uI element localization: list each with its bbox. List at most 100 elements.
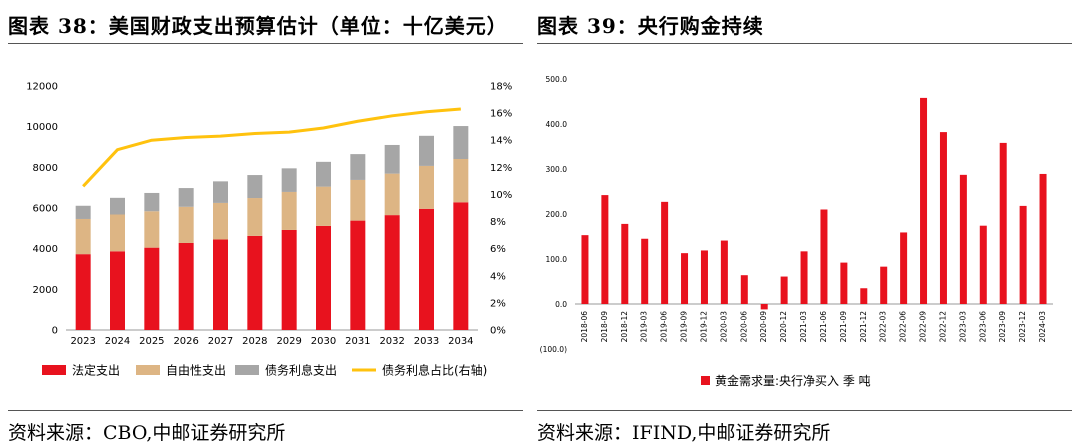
right-axis-tick-label: 6%: [490, 244, 506, 255]
bar-segment-2: [384, 173, 400, 216]
right-axis-tick-label: 10%: [490, 190, 512, 201]
left-y-tick-label: 8000: [33, 163, 58, 174]
x-tick-label: 2028: [242, 336, 267, 347]
bar-segment-2: [419, 165, 434, 209]
bar-segment-1: [316, 225, 331, 330]
legend-label: 黄金需求量:央行净买入 季 吨: [715, 373, 871, 388]
right-y-tick-label: 0.0: [555, 300, 567, 309]
x-tick-label: 2031: [345, 336, 370, 347]
x-tick-label: 2026: [173, 336, 198, 347]
bar-segment-1: [350, 220, 366, 330]
right-source-rule: [537, 410, 1072, 411]
gold-purchase-bar: [900, 232, 908, 304]
gold-purchase-bar: [581, 235, 589, 304]
right-y-tick-label: 100.0: [546, 255, 568, 264]
bar-segment-3: [281, 168, 297, 192]
bar-segment-1: [178, 242, 194, 330]
bar-segment-1: [213, 239, 228, 330]
bar-segment-1: [247, 235, 263, 330]
x-tick-label: 2018-09: [600, 311, 609, 343]
legend-swatch: [701, 376, 710, 385]
gold-purchase-bar: [740, 275, 748, 304]
right-chart-source: 资料来源：IFIND,中邮证券研究所: [537, 422, 831, 444]
bar-segment-3: [247, 175, 263, 199]
x-tick-label: 2021-09: [839, 311, 848, 343]
x-tick-label: 2034: [448, 336, 473, 347]
x-tick-label: 2027: [208, 336, 233, 347]
bar-segment-2: [316, 186, 331, 226]
left-y-tick-label: 6000: [33, 204, 58, 215]
bar-segment-3: [316, 161, 331, 187]
bar-segment-2: [75, 218, 91, 255]
bar-segment-3: [453, 126, 469, 159]
bar-segment-3: [110, 197, 125, 215]
left-chart-title: 图表 38：美国财政支出预算估计（单位：十亿美元）: [8, 14, 508, 38]
gold-purchase-bar: [800, 251, 808, 304]
bar-segment-2: [110, 214, 125, 252]
gold-purchase-bar: [979, 225, 987, 304]
legend-label: 法定支出: [72, 363, 120, 378]
gold-purchase-bar: [860, 288, 868, 304]
bar-segment-2: [213, 202, 228, 240]
left-y-tick-label: 4000: [33, 244, 58, 255]
bar-segment-2: [453, 158, 469, 203]
x-tick-label: 2022-03: [879, 311, 888, 343]
right-axis-tick-label: 2%: [490, 298, 506, 309]
gold-purchase-bar: [1019, 205, 1027, 304]
gold-purchase-bar: [939, 132, 947, 304]
x-tick-label: 2020-09: [759, 311, 768, 343]
x-tick-label: 2021-03: [799, 311, 808, 343]
legend-label: 自由性支出: [166, 364, 226, 378]
x-tick-label: 2024: [105, 336, 130, 347]
x-tick-label: 2018-12: [620, 311, 629, 343]
bar-segment-1: [75, 254, 91, 330]
bar-segment-3: [419, 135, 434, 166]
left-y-tick-label: 12000: [26, 82, 58, 93]
bar-segment-3: [144, 192, 160, 212]
x-tick-label: 2030: [311, 336, 336, 347]
right-axis-tick-label: 14%: [490, 136, 512, 147]
x-tick-label: 2019-03: [640, 311, 649, 343]
gold-purchase-bar: [681, 253, 689, 304]
x-tick-label: 2023-09: [998, 311, 1007, 343]
x-tick-label: 2020-12: [779, 311, 788, 343]
right-y-tick-label: (100.0): [540, 345, 567, 354]
left-chart-source: 资料来源：CBO,中邮证券研究所: [8, 422, 286, 444]
x-tick-label: 2020-03: [719, 311, 728, 343]
x-tick-label: 2020-06: [739, 311, 748, 343]
bar-segment-3: [75, 205, 91, 219]
bar-segment-1: [110, 251, 125, 330]
left-title-rule: [8, 43, 523, 44]
x-tick-label: 2021-12: [859, 311, 868, 343]
gold-purchase-bar: [700, 250, 708, 304]
right-y-tick-label: 200.0: [546, 210, 568, 219]
legend-label: 债务利息占比(右轴): [382, 363, 487, 378]
gold-purchase-bar: [601, 195, 609, 304]
gold-purchase-bar: [780, 276, 788, 304]
bar-segment-3: [178, 188, 194, 207]
x-tick-label: 2022-06: [899, 311, 908, 343]
gold-purchase-bar: [720, 240, 728, 304]
gold-purchase-bar: [999, 142, 1007, 304]
legend-swatch: [42, 365, 66, 375]
left-y-tick-label: 10000: [26, 122, 58, 133]
right-y-tick-label: 400.0: [546, 120, 568, 129]
bar-segment-2: [144, 211, 160, 248]
gold-purchase-bar: [641, 238, 649, 304]
bar-segment-2: [247, 198, 263, 236]
gold-purchase-bar: [661, 201, 669, 304]
x-tick-label: 2018-06: [580, 311, 589, 343]
right-chart-title: 图表 39：央行购金持续: [537, 14, 764, 38]
gold-purchase-bar: [621, 223, 629, 304]
x-tick-label: 2022-09: [919, 311, 928, 343]
gold-purchase-bar: [840, 262, 848, 304]
bar-segment-1: [419, 208, 434, 330]
x-tick-label: 2023-12: [1018, 311, 1027, 343]
left-y-tick-label: 2000: [33, 285, 58, 296]
right-title-rule: [537, 43, 1072, 44]
right-axis-tick-label: 8%: [490, 217, 506, 228]
bar-segment-3: [213, 181, 228, 203]
right-axis-tick-label: 4%: [490, 271, 506, 282]
x-tick-label: 2023-03: [958, 311, 967, 343]
right-y-tick-label: 300.0: [546, 165, 568, 174]
